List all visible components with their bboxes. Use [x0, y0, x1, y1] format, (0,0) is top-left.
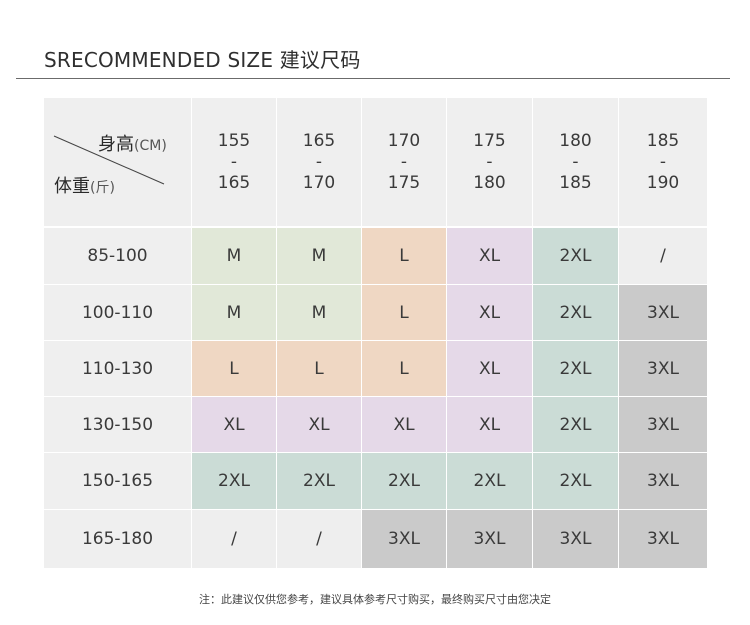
height-range-header: 180-185: [533, 98, 618, 226]
height-range-from: 155: [217, 130, 251, 151]
weight-unit: (斤): [90, 180, 115, 196]
height-range-header: 155-165: [192, 98, 276, 226]
height-range-to: 175: [387, 172, 421, 193]
size-cell: 2XL: [533, 397, 618, 452]
size-cell: 3XL: [447, 510, 532, 568]
size-cell: 2XL: [277, 453, 361, 509]
height-range-to: 170: [302, 172, 336, 193]
size-cell: XL: [192, 397, 276, 452]
height-range-from: 175: [473, 130, 506, 151]
corner-header-cell: 身高(CM) 体重(斤): [44, 98, 191, 226]
size-cell: 2XL: [192, 453, 276, 509]
height-range-sep: -: [486, 151, 493, 172]
height-unit: (CM): [134, 138, 167, 154]
size-cell: 3XL: [619, 397, 707, 452]
size-chart-table: 身高(CM) 体重(斤) 155-165 165-170 170-175 175-18…: [44, 98, 707, 568]
size-cell: L: [362, 285, 446, 340]
page-title: SRECOMMENDED SIZE 建议尺码: [44, 48, 361, 72]
size-cell: L: [277, 341, 361, 396]
size-cell: L: [192, 341, 276, 396]
height-range-header: 175-180: [447, 98, 532, 226]
size-cell: 2XL: [533, 341, 618, 396]
size-cell: 2XL: [533, 453, 618, 509]
size-cell: 2XL: [533, 285, 618, 340]
size-cell: 3XL: [619, 285, 707, 340]
size-cell: XL: [362, 397, 446, 452]
diagonal-divider: [53, 135, 165, 185]
size-cell: XL: [447, 397, 532, 452]
height-range-from: 170: [387, 130, 421, 151]
weight-range-label: 85-100: [44, 228, 191, 284]
size-cell: 3XL: [362, 510, 446, 568]
weight-range-label: 130-150: [44, 397, 191, 452]
height-range-sep: -: [230, 151, 238, 172]
size-cell: XL: [447, 285, 532, 340]
size-cell: /: [619, 228, 707, 284]
weight-range-label: 150-165: [44, 453, 191, 509]
size-cell: /: [277, 510, 361, 568]
height-range-header: 170-175: [362, 98, 446, 226]
weight-range-label: 110-130: [44, 341, 191, 396]
size-cell: M: [277, 228, 361, 284]
height-label: 身高: [98, 134, 134, 155]
height-range-from: 180: [559, 130, 592, 151]
height-range-header: 185-190: [619, 98, 707, 226]
height-range-sep: -: [400, 151, 408, 172]
height-axis-label: 身高(CM): [98, 130, 167, 156]
height-range-header: 165-170: [277, 98, 361, 226]
size-cell: 3XL: [619, 341, 707, 396]
weight-range-label: 165-180: [44, 510, 191, 568]
size-cell: 3XL: [533, 510, 618, 568]
height-range-to: 165: [217, 172, 251, 193]
size-cell: 2XL: [533, 228, 618, 284]
size-cell: 2XL: [362, 453, 446, 509]
size-cell: XL: [277, 397, 361, 452]
height-range-to: 185: [559, 172, 592, 193]
title-divider: [16, 78, 730, 79]
height-range-sep: -: [659, 151, 667, 172]
height-range-to: 180: [473, 172, 506, 193]
weight-label: 体重: [54, 176, 90, 197]
size-cell: XL: [447, 228, 532, 284]
height-range-to: 190: [646, 172, 680, 193]
size-cell: /: [192, 510, 276, 568]
size-cell: M: [277, 285, 361, 340]
height-range-sep: -: [572, 151, 579, 172]
weight-range-label: 100-110: [44, 285, 191, 340]
weight-axis-label: 体重(斤): [54, 172, 115, 198]
size-cell: 3XL: [619, 453, 707, 509]
size-cell: 3XL: [619, 510, 707, 568]
footnote: 注：此建议仅供您参考，建议具体参考尺寸购买，最终购买尺寸由您决定: [199, 593, 551, 606]
size-cell: 2XL: [447, 453, 532, 509]
height-range-from: 165: [302, 130, 336, 151]
size-cell: L: [362, 341, 446, 396]
size-cell: XL: [447, 341, 532, 396]
size-cell: M: [192, 228, 276, 284]
height-range-sep: -: [315, 151, 323, 172]
size-cell: M: [192, 285, 276, 340]
height-range-from: 185: [646, 130, 680, 151]
size-cell: L: [362, 228, 446, 284]
